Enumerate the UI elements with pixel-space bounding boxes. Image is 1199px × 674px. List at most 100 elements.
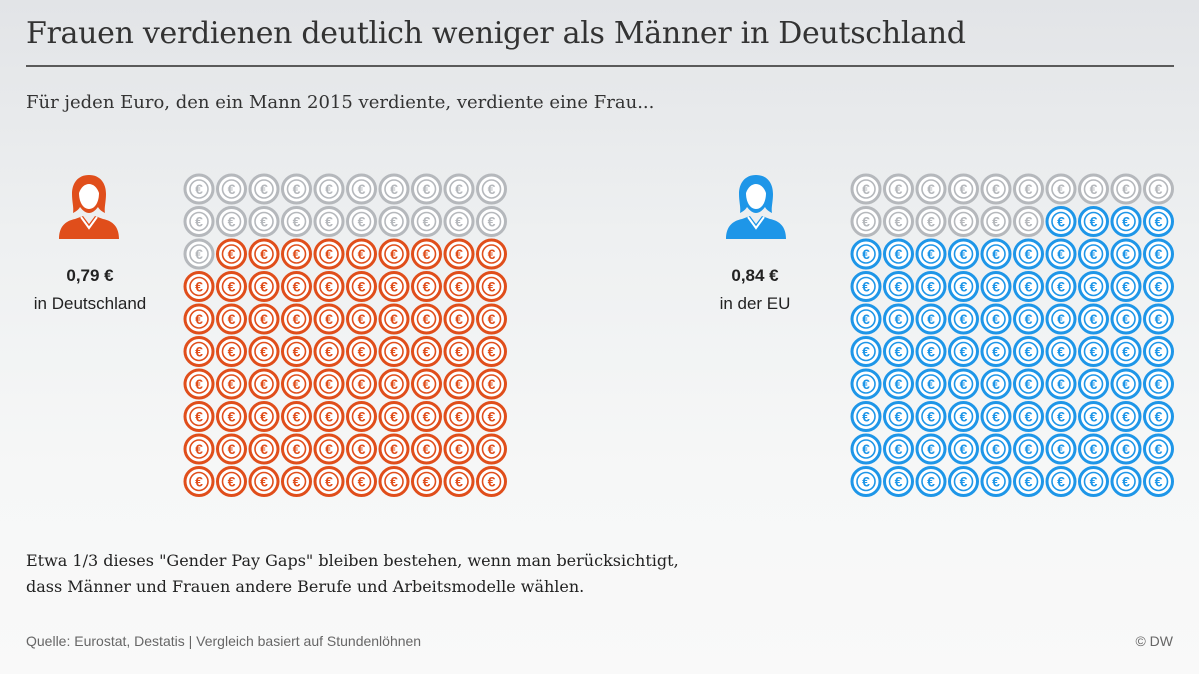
- euro-coin-filled: €: [183, 368, 215, 400]
- value-label-germany: 0,79 €: [66, 266, 114, 285]
- euro-symbol: €: [1155, 376, 1163, 392]
- euro-symbol: €: [1057, 344, 1065, 360]
- euro-symbol: €: [862, 279, 870, 295]
- euro-symbol: €: [992, 246, 1000, 262]
- euro-symbol: €: [862, 344, 870, 360]
- euro-symbol: €: [390, 409, 398, 425]
- title-divider: [26, 65, 1174, 67]
- euro-symbol: €: [423, 311, 431, 327]
- euro-symbol: €: [358, 214, 366, 230]
- euro-symbol: €: [260, 246, 268, 262]
- euro-coin-filled: €: [443, 466, 475, 497]
- euro-coin-filled: €: [378, 433, 410, 465]
- euro-symbol: €: [927, 376, 935, 392]
- euro-symbol: €: [390, 376, 398, 392]
- euro-symbol: €: [1122, 246, 1130, 262]
- euro-coin-filled: €: [216, 336, 247, 367]
- euro-symbol: €: [195, 344, 203, 360]
- euro-coin-filled: €: [1045, 303, 1077, 335]
- euro-coin-filled: €: [1143, 368, 1174, 400]
- euro-symbol: €: [423, 376, 431, 392]
- euro-symbol: €: [1057, 279, 1065, 295]
- euro-coin-filled: €: [476, 466, 507, 497]
- euro-coin-filled: €: [411, 401, 442, 432]
- euro-symbol: €: [1025, 214, 1033, 230]
- euro-symbol: €: [455, 311, 463, 327]
- euro-coin-filled: €: [216, 271, 247, 302]
- euro-coin-empty: €: [183, 238, 215, 270]
- euro-symbol: €: [358, 474, 366, 490]
- euro-symbol: €: [960, 246, 968, 262]
- euro-coin-filled: €: [248, 401, 280, 432]
- euro-coin-filled: €: [850, 271, 882, 302]
- euro-symbol: €: [927, 181, 935, 197]
- euro-symbol: €: [1057, 474, 1065, 490]
- euro-symbol: €: [293, 409, 301, 425]
- euro-symbol: €: [960, 344, 968, 360]
- euro-coin-filled: €: [980, 466, 1012, 497]
- euro-symbol: €: [927, 311, 935, 327]
- euro-symbol: €: [895, 474, 903, 490]
- euro-coin-filled: €: [281, 401, 312, 432]
- euro-coin-filled: €: [248, 368, 280, 400]
- euro-coin-empty: €: [1045, 173, 1077, 205]
- region-label-germany: in Deutschland: [33, 294, 147, 313]
- euro-coin-empty: €: [313, 206, 345, 237]
- euro-symbol: €: [960, 214, 968, 230]
- euro-coin-empty: €: [346, 173, 377, 205]
- euro-symbol: €: [1090, 441, 1098, 457]
- euro-symbol: €: [1090, 344, 1098, 360]
- euro-coin-filled: €: [281, 238, 312, 270]
- euro-symbol: €: [1025, 376, 1033, 392]
- euro-coin-filled: €: [1045, 271, 1077, 302]
- euro-coin-filled: €: [980, 336, 1012, 367]
- euro-coin-empty: €: [915, 206, 947, 237]
- euro-symbol: €: [927, 441, 935, 457]
- euro-coin-filled: €: [443, 336, 475, 367]
- euro-coin-filled: €: [411, 238, 442, 270]
- euro-coin-filled: €: [850, 368, 882, 400]
- euro-symbol: €: [293, 376, 301, 392]
- source-label: Quelle: Eurostat, Destatis | Vergleich b…: [26, 633, 422, 649]
- euro-coin-filled: €: [313, 336, 345, 367]
- euro-symbol: €: [260, 214, 268, 230]
- euro-coin-filled: €: [378, 271, 410, 302]
- euro-symbol: €: [455, 409, 463, 425]
- euro-symbol: €: [1090, 474, 1098, 490]
- euro-coin-filled: €: [476, 401, 507, 432]
- euro-symbol: €: [1090, 246, 1098, 262]
- euro-symbol: €: [325, 181, 333, 197]
- euro-symbol: €: [228, 246, 236, 262]
- euro-coin-filled: €: [476, 271, 507, 302]
- euro-symbol: €: [293, 279, 301, 295]
- euro-coin-filled: €: [1110, 271, 1142, 302]
- euro-coin-filled: €: [850, 466, 882, 497]
- euro-coin-filled: €: [883, 401, 914, 432]
- euro-coin-filled: €: [980, 238, 1012, 270]
- euro-symbol: €: [1155, 214, 1163, 230]
- euro-coin-empty: €: [1078, 173, 1109, 205]
- euro-symbol: €: [390, 246, 398, 262]
- euro-coin-filled: €: [216, 466, 247, 497]
- euro-coin-filled: €: [948, 303, 979, 335]
- euro-symbol: €: [358, 311, 366, 327]
- euro-coin-empty: €: [216, 173, 247, 205]
- euro-coin-filled: €: [1110, 368, 1142, 400]
- euro-coin-filled: €: [1143, 401, 1174, 432]
- footnote-line: dass Männer und Frauen andere Berufe und…: [26, 577, 585, 596]
- euro-symbol: €: [1057, 214, 1065, 230]
- euro-coin-filled: €: [883, 238, 914, 270]
- euro-coin-filled: €: [1013, 336, 1044, 367]
- euro-symbol: €: [260, 279, 268, 295]
- euro-coin-filled: €: [1078, 238, 1109, 270]
- euro-symbol: €: [1025, 344, 1033, 360]
- euro-symbol: €: [358, 409, 366, 425]
- euro-coin-filled: €: [1110, 206, 1142, 237]
- euro-symbol: €: [228, 279, 236, 295]
- euro-symbol: €: [325, 441, 333, 457]
- euro-symbol: €: [260, 311, 268, 327]
- euro-coin-filled: €: [248, 238, 280, 270]
- euro-symbol: €: [927, 214, 935, 230]
- euro-coin-filled: €: [476, 238, 507, 270]
- euro-symbol: €: [960, 409, 968, 425]
